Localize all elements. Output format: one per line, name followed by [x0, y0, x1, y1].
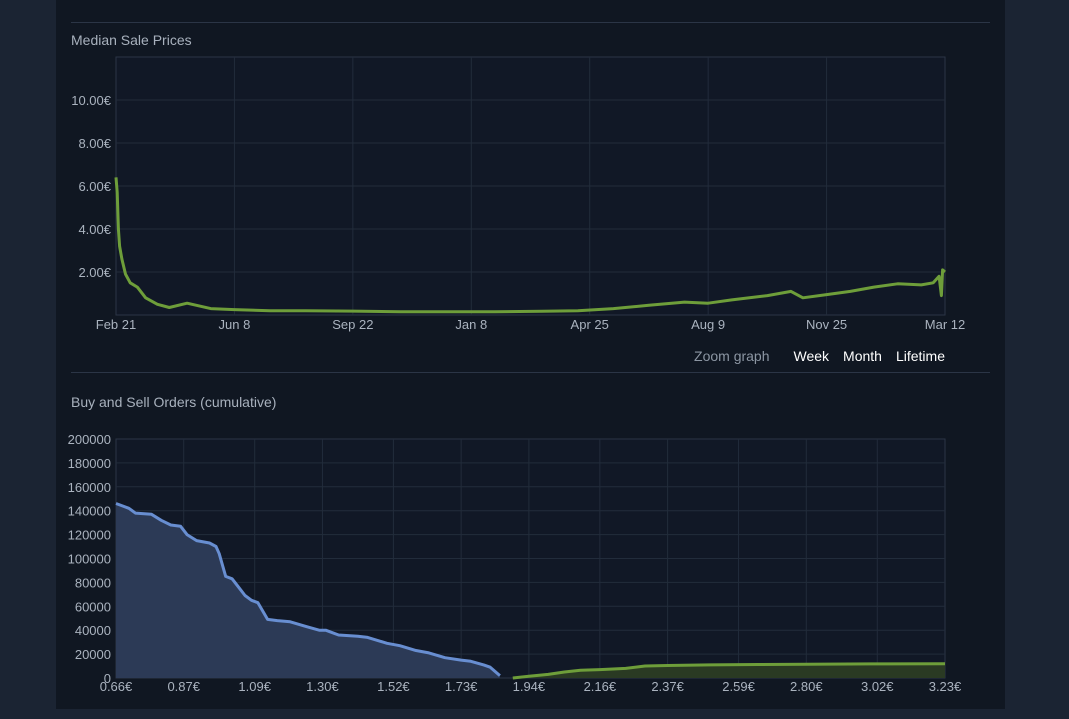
orders-y-tick-label: 140000 [68, 504, 111, 519]
orders-y-tick-label: 80000 [75, 575, 111, 590]
orders-x-tick-label: 0.87€ [167, 679, 200, 694]
sell-orders-line [512, 662, 946, 680]
price-x-tick-label: Sep 22 [332, 317, 373, 332]
orders-y-tick-label: 100000 [68, 552, 111, 567]
price-y-tick-label: 8.00€ [78, 136, 111, 151]
top-divider [71, 22, 990, 23]
price-y-tick-label: 6.00€ [78, 179, 111, 194]
price-series-line [114, 177, 946, 314]
sell-orders-area [512, 663, 945, 678]
price-x-tick-label: Feb 21 [96, 317, 136, 332]
orders-y-tick-label: 160000 [68, 480, 111, 495]
price-x-tick-label: Jan 8 [455, 317, 487, 332]
orders-x-tick-label: 1.52€ [377, 679, 410, 694]
zoom-label: Zoom graph [694, 348, 770, 364]
zoom-week-button[interactable]: Week [793, 348, 830, 364]
zoom-controls: Zoom graph Week Month Lifetime [694, 348, 945, 364]
price-x-tick-label: Mar 12 [925, 317, 965, 332]
price-y-tick-label: 4.00€ [78, 222, 111, 237]
median-price-chart: Feb 21 Jun 8 Sep 22 Jan 8 Apr 25 Aug 9 Nov 25 M… [71, 56, 965, 332]
middle-divider [71, 372, 990, 373]
orders-x-tick-label: 1.94€ [513, 679, 546, 694]
orders-y-tick-label: 0 [104, 671, 111, 686]
orders-chart-title: Buy and Sell Orders (cumulative) [71, 394, 277, 410]
orders-x-tick-label: 2.80€ [790, 679, 823, 694]
orders-y-tick-label: 40000 [75, 623, 111, 638]
orders-x-tick-label: 2.16€ [584, 679, 617, 694]
zoom-month-button[interactable]: Month [843, 348, 882, 364]
price-y-tick-label: 2.00€ [78, 265, 111, 280]
price-x-tick-label: Apr 25 [571, 317, 609, 332]
price-y-tick-label: 10.00€ [71, 93, 112, 108]
orders-x-tick-label: 2.37€ [651, 679, 684, 694]
orders-y-tick-label: 120000 [68, 528, 111, 543]
price-chart-title: Median Sale Prices [71, 32, 192, 48]
price-x-tick-label: Aug 9 [691, 317, 725, 332]
orders-x-tick-label: 3.23€ [929, 679, 962, 694]
zoom-lifetime-button[interactable]: Lifetime [895, 348, 945, 364]
orders-chart: 0.66€ 0.87€ 1.09€ 1.30€ 1.52€ 1.73€ 1.94€ 2.16€… [68, 432, 962, 694]
orders-y-tick-label: 20000 [75, 647, 111, 662]
orders-y-tick-label: 180000 [68, 456, 111, 471]
orders-x-tick-label: 1.73€ [445, 679, 478, 694]
price-x-tick-label: Nov 25 [806, 317, 847, 332]
orders-y-tick-label: 60000 [75, 599, 111, 614]
orders-x-tick-label: 1.30€ [306, 679, 339, 694]
buy-orders-area [116, 503, 500, 678]
orders-y-tick-label: 200000 [68, 432, 111, 447]
price-x-tick-label: Jun 8 [219, 317, 251, 332]
orders-x-tick-label: 1.09€ [238, 679, 271, 694]
orders-x-tick-label: 2.59€ [722, 679, 755, 694]
buy-orders-line [115, 502, 501, 677]
orders-x-tick-label: 0.66€ [100, 679, 133, 694]
orders-x-tick-label: 3.02€ [861, 679, 894, 694]
